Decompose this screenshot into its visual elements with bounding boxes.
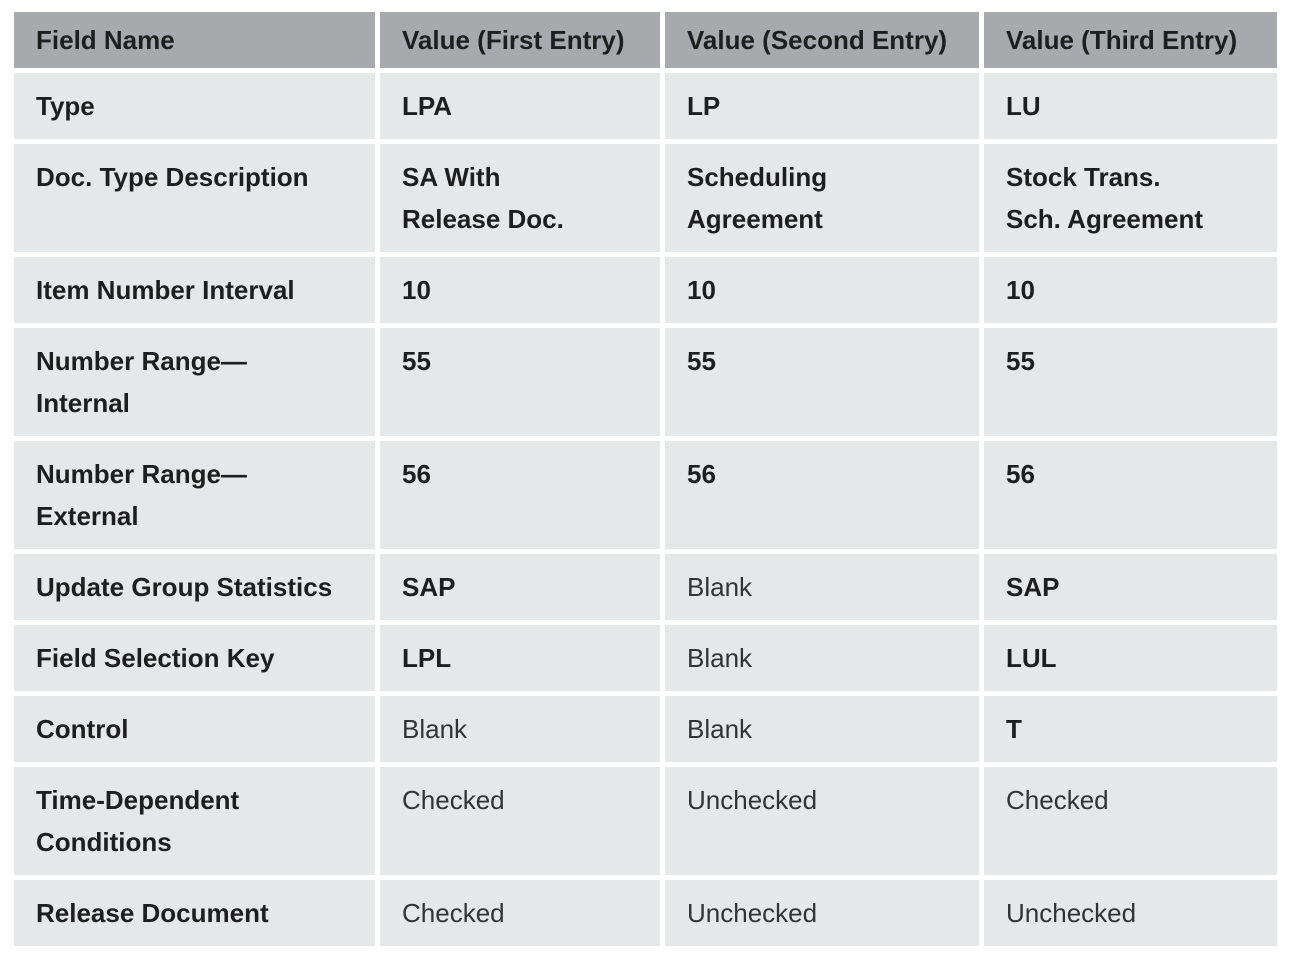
cell: Blank xyxy=(665,554,979,620)
row: Type LPA LP LU xyxy=(14,73,1277,139)
header-row: Field Name Value (First Entry) Value (Se… xyxy=(14,12,1277,68)
cell: 10 xyxy=(665,257,979,323)
header-cell: Value (Third Entry) xyxy=(984,12,1277,68)
row: Field Selection Key LPL Blank LUL xyxy=(14,625,1277,691)
cell: SA With Release Doc. xyxy=(380,144,660,252)
cell: 55 xyxy=(380,328,660,436)
cell: 10 xyxy=(984,257,1277,323)
cell: Number Range— External xyxy=(14,441,375,549)
cell: LPA xyxy=(380,73,660,139)
row: Update Group Statistics SAP Blank SAP xyxy=(14,554,1277,620)
cell: Update Group Statistics xyxy=(14,554,375,620)
cell: Field Selection Key xyxy=(14,625,375,691)
cell: Stock Trans. Sch. Agreement xyxy=(984,144,1277,252)
cell: Blank xyxy=(665,696,979,762)
cell: 56 xyxy=(665,441,979,549)
row: Number Range— External 56 56 56 xyxy=(14,441,1277,549)
cell: LPL xyxy=(380,625,660,691)
cell: Blank xyxy=(665,625,979,691)
row: Release Document Checked Unchecked Unchecke… xyxy=(14,880,1277,946)
header-cell: Value (First Entry) xyxy=(380,12,660,68)
cell: Blank xyxy=(380,696,660,762)
cell: T xyxy=(984,696,1277,762)
cell: Time-Dependent Conditions xyxy=(14,767,375,875)
cell: Checked xyxy=(380,880,660,946)
header-cell: Field Name xyxy=(14,12,375,68)
row: Item Number Interval 10 10 10 xyxy=(14,257,1277,323)
cell: 56 xyxy=(380,441,660,549)
cell: 55 xyxy=(665,328,979,436)
row: Time-Dependent Conditions Checked Unchecke… xyxy=(14,767,1277,875)
cell: Type xyxy=(14,73,375,139)
cell: Doc. Type Description xyxy=(14,144,375,252)
cell: 55 xyxy=(984,328,1277,436)
cell: SAP xyxy=(984,554,1277,620)
row: Control Blank Blank T xyxy=(14,696,1277,762)
cell: Number Range— Internal xyxy=(14,328,375,436)
cell: LP xyxy=(665,73,979,139)
cell: 10 xyxy=(380,257,660,323)
cell: Release Document xyxy=(14,880,375,946)
row: Doc. Type Description SA With Release Doc… xyxy=(14,144,1277,252)
cell: Unchecked xyxy=(984,880,1277,946)
cell: Control xyxy=(14,696,375,762)
settings-table: Field Name Value (First Entry) Value (Se… xyxy=(9,7,1282,951)
header-cell: Value (Second Entry) xyxy=(665,12,979,68)
cell: 56 xyxy=(984,441,1277,549)
cell: Checked xyxy=(380,767,660,875)
cell: Unchecked xyxy=(665,880,979,946)
cell: LUL xyxy=(984,625,1277,691)
cell: Checked xyxy=(984,767,1277,875)
cell: Item Number Interval xyxy=(14,257,375,323)
row: Number Range— Internal 55 55 55 xyxy=(14,328,1277,436)
cell: Unchecked xyxy=(665,767,979,875)
cell: SAP xyxy=(380,554,660,620)
cell: Scheduling Agreement xyxy=(665,144,979,252)
cell: LU xyxy=(984,73,1277,139)
